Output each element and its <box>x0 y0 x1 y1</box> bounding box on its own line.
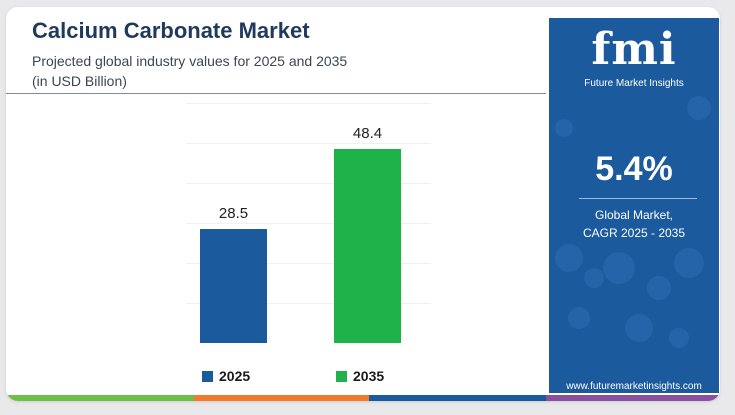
gridline <box>186 223 431 224</box>
legend-swatch-2025 <box>202 370 213 382</box>
legend-label-2035: 2035 <box>353 368 385 384</box>
gridline <box>186 183 431 184</box>
cagr-value: 5.4% <box>595 150 673 188</box>
cagr-label: Global Market, CAGR 2025 - 2035 <box>549 206 719 242</box>
color-strip-orange <box>194 395 369 401</box>
bar-2035 <box>334 149 401 343</box>
gridline <box>186 303 431 304</box>
data-label-2025: 28.5 <box>218 205 249 222</box>
gridline <box>186 263 431 264</box>
bar-2025 <box>200 229 267 343</box>
legend-item-2035: 2035 <box>336 368 384 384</box>
chart-title: Calcium Carbonate Market <box>32 18 310 43</box>
subtitle-line-2: (in USD Billion) <box>32 73 127 89</box>
logo-mark: fmi <box>591 24 677 75</box>
legend-swatch-2035 <box>336 370 347 382</box>
header-divider <box>6 93 546 94</box>
color-strip-blue <box>369 395 546 401</box>
cagr-label-line-2: CAGR 2025 - 2035 <box>582 226 686 240</box>
map-texture <box>555 96 711 348</box>
color-strip-green <box>6 395 194 401</box>
chart-subtitle: Projected global industry values for 202… <box>32 51 347 91</box>
logo-text: Future Market Insights <box>584 78 684 89</box>
fmi-logo: fmi Future Market Insights <box>549 24 719 90</box>
panel-divider <box>579 198 697 199</box>
color-strip-purple <box>546 395 720 401</box>
side-panel: fmi Future Market Insights 5.4% Global M… <box>549 18 719 393</box>
gridline <box>186 143 431 144</box>
website-url: www.futuremarketinsights.com <box>566 381 702 392</box>
gridline <box>186 103 431 104</box>
legend-item-2025: 2025 <box>202 368 250 384</box>
cagr-label-line-1: Global Market, <box>594 208 674 222</box>
infographic-card: Calcium Carbonate Market Projected globa… <box>6 7 720 401</box>
legend-label-2025: 2025 <box>219 368 251 384</box>
data-label-2035: 48.4 <box>352 125 383 143</box>
color-strip <box>6 395 720 401</box>
subtitle-line-1: Projected global industry values for 202… <box>32 53 348 69</box>
